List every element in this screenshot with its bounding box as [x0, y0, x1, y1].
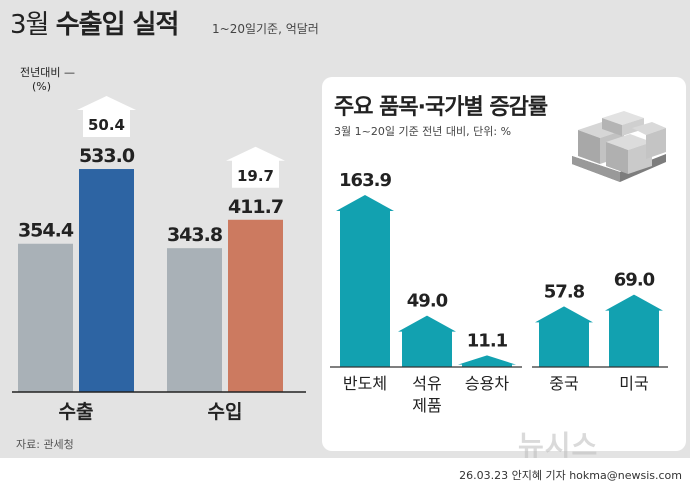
bar-1-0 [167, 248, 222, 392]
category-label: 수입 [208, 401, 243, 423]
page-title: 3월 수출입 실적 [10, 4, 180, 41]
title-month: 3월 [10, 10, 49, 40]
item-category-label: 승용차 [465, 374, 509, 393]
yoy-label: 전년대비 — (%) [20, 66, 75, 94]
item-value-label: 163.9 [339, 170, 391, 191]
item-bar-1 [398, 315, 456, 367]
newsis-watermark: 뉴시스 [518, 429, 599, 462]
item-category-label: 석유 [412, 374, 441, 393]
bar-value-label: 411.7 [228, 196, 283, 218]
panel-title: 주요 품목·국가별 증감률 [334, 95, 548, 120]
item-category-label: 중국 [549, 374, 578, 393]
item-value-label: 57.8 [544, 281, 585, 302]
footer-bar [0, 458, 690, 486]
item-category-label: 제품 [412, 396, 441, 415]
page-subtitle: 1~20일기준, 억달러 [212, 22, 319, 36]
bar-value-label: 343.8 [167, 224, 223, 246]
item-bar-0 [336, 195, 394, 367]
bar-0-1 [79, 169, 134, 392]
item-category-label: 반도체 [343, 374, 387, 393]
item-value-label: 11.1 [467, 330, 508, 351]
bar-1-1 [228, 219, 283, 392]
bar-value-label: 354.4 [18, 220, 74, 242]
yoy-label-unit: (%) [32, 80, 52, 93]
item-value-label: 49.0 [407, 291, 448, 312]
yoy-value-label: 19.7 [237, 167, 274, 185]
title-main: 수출입 실적 [55, 10, 180, 40]
item-value-label: 69.0 [614, 270, 655, 291]
panel-subtitle: 3월 1~20일 기준 전년 대비, 단위: % [334, 125, 512, 138]
yoy-arrow [77, 96, 136, 138]
item-category-label: 미국 [619, 374, 648, 393]
category-label: 수출 [59, 401, 94, 423]
item-bar-4 [605, 294, 663, 367]
bar-value-label: 533.0 [79, 145, 135, 167]
bar-0-0 [18, 243, 73, 392]
yoy-value-label: 50.4 [88, 116, 125, 134]
credit-line: 26.03.23 안지혜 기자 hokma@newsis.com [459, 469, 682, 482]
source-note: 자료: 관세청 [16, 438, 74, 451]
item-bar-2 [458, 355, 516, 367]
cargo-boxes-icon [572, 111, 666, 182]
yoy-arrow [226, 146, 285, 188]
item-bar-3 [535, 306, 593, 367]
yoy-label-line1: 전년대비 — [20, 66, 75, 79]
